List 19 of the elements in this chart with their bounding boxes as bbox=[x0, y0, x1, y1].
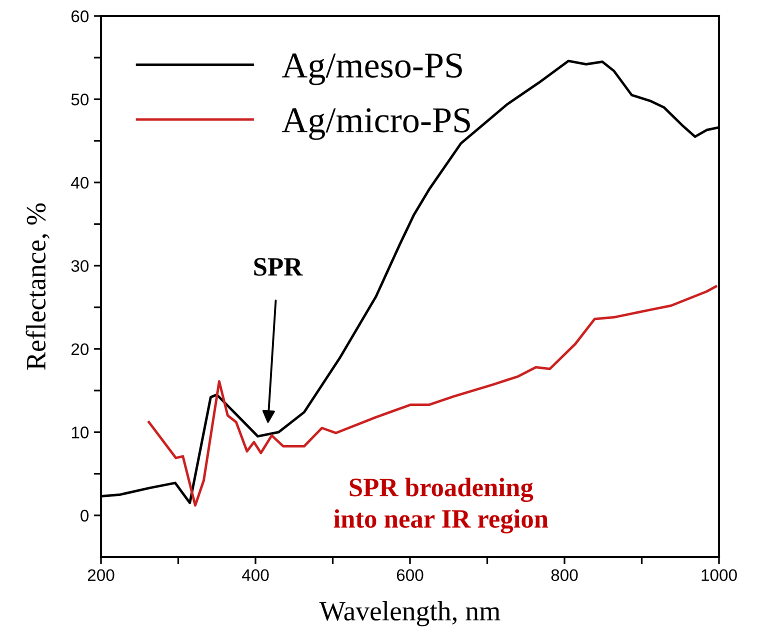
y-tick-label: 60 bbox=[72, 10, 89, 22]
y-tick-label: 10 bbox=[72, 426, 89, 438]
annotation: SPR bbox=[254, 258, 303, 276]
x-tick-label: 600 bbox=[396, 569, 424, 582]
annotation: SPR broadening into near IR region bbox=[334, 478, 548, 534]
y-tick-label: 0 bbox=[80, 510, 89, 522]
x-axis-title: Wavelength, nm bbox=[319, 601, 500, 626]
legend-label: Ag/meso-PS bbox=[282, 53, 462, 86]
x-tick-label: 800 bbox=[551, 569, 578, 582]
y-axis-title: Reflectance, % bbox=[26, 203, 50, 370]
y-tick-label: 20 bbox=[71, 343, 89, 356]
y-tick-label: 50 bbox=[71, 94, 89, 106]
legend-label: Ag/micro-PS bbox=[282, 108, 470, 140]
x-tick-label: 1000 bbox=[702, 569, 737, 582]
y-tick-label: 40 bbox=[71, 176, 89, 189]
x-tick-label: 400 bbox=[242, 569, 269, 582]
x-tick-label: 200 bbox=[88, 569, 114, 582]
y-tick-label: 30 bbox=[71, 260, 89, 272]
line-series bbox=[148, 285, 718, 507]
